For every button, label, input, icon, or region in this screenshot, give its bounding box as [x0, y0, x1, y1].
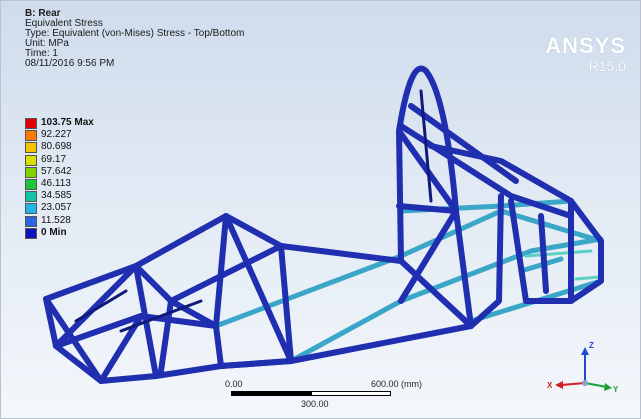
legend-swatch [25, 142, 37, 154]
legend-swatch [25, 227, 37, 239]
legend-swatch [25, 191, 37, 203]
ansys-logo: ANSYS R15.0 [545, 33, 626, 74]
scale-start-label: 0.00 [225, 379, 243, 389]
legend-label: 34.585 [41, 190, 72, 202]
result-time: Time: 1 [25, 48, 58, 59]
logo-name: ANSYS [545, 33, 626, 58]
legend-label: 103.75 Max [41, 117, 94, 128]
legend-label: 0 Min [41, 226, 67, 238]
legend-entry: 92.227 [25, 129, 145, 142]
triad-x-label: X [547, 381, 553, 390]
legend-label: 69.17 [41, 153, 67, 165]
triad-axes-icon [555, 347, 612, 391]
scale-bar-black [231, 391, 311, 396]
legend-entry: 23.057 [25, 202, 145, 215]
legend-swatch [25, 130, 37, 142]
legend-swatch [25, 118, 37, 129]
triad-z-label: Z [589, 341, 594, 350]
legend-swatch [25, 166, 37, 178]
result-date: 08/11/2016 9:56 PM [25, 58, 115, 69]
result-type: Type: Equivalent (von-Mises) Stress - To… [25, 28, 245, 39]
scale-bar: 0.00 600.00 (mm) 300.00 [197, 379, 437, 409]
legend-label: 23.057 [41, 202, 72, 214]
legend-label: 46.113 [41, 178, 71, 189]
legend-entry: 80.698 [25, 141, 145, 154]
legend-entry: 103.75 Max [25, 117, 145, 129]
legend-entry: 57.642 [25, 166, 145, 178]
legend-label: 92.227 [41, 129, 72, 141]
legend-label: 11.528 [41, 214, 71, 226]
legend-entry: 34.585 [25, 190, 145, 203]
result-unit: Unit: MPa [25, 38, 69, 49]
legend-entry: 69.17 [25, 154, 145, 166]
legend-label: 80.698 [41, 141, 72, 153]
legend-swatch [25, 203, 37, 215]
legend-swatch [25, 179, 37, 190]
legend-entry: 11.528 [25, 215, 145, 227]
legend-entry: 46.113 [25, 178, 145, 190]
scale-mid-label: 300.00 [301, 399, 329, 409]
result-title: B: Rear [25, 8, 61, 19]
axis-triad[interactable]: Z X Y [541, 337, 621, 397]
legend-label: 57.642 [41, 165, 72, 177]
logo-version: R15.0 [588, 58, 626, 74]
scale-end-label: 600.00 (mm) [371, 379, 423, 389]
triad-y-label: Y [613, 385, 619, 394]
result-name: Equivalent Stress [25, 18, 103, 29]
legend-entry: 0 Min [25, 227, 145, 239]
legend-swatch [25, 215, 37, 227]
scale-bar-white [311, 391, 391, 396]
legend-swatch [25, 154, 37, 166]
